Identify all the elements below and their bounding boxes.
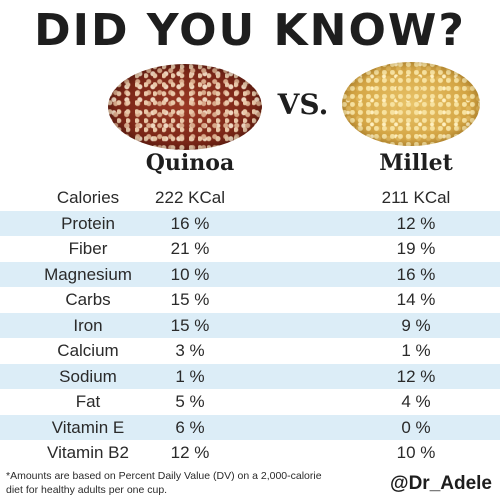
quinoa-value: 10 % <box>170 264 210 284</box>
quinoa-value: 21 % <box>170 239 210 258</box>
author-handle: @Dr_Adele <box>390 473 492 494</box>
millet-column-header: Millet <box>379 150 453 176</box>
millet-value: 12 % <box>396 213 436 233</box>
nutrient-name: Iron <box>73 315 103 335</box>
millet-value: 9 % <box>401 315 431 335</box>
table-row: Fat 5 % 4 % <box>0 389 500 415</box>
headline: DID YOU KNOW? <box>34 5 466 56</box>
quinoa-value: 16 % <box>170 213 210 233</box>
nutrient-name: Vitamin E <box>51 417 125 437</box>
millet-value: 0 % <box>401 417 431 437</box>
table-row: Calcium 3 % 1 % <box>0 338 500 364</box>
table-row: Protein 16 % 12 % <box>0 210 500 236</box>
quinoa-image <box>108 64 262 150</box>
table-row: Magnesium 10 % 16 % <box>0 261 500 287</box>
millet-value: 16 % <box>396 264 436 284</box>
table-row: Vitamin E 6 % 0 % <box>0 414 500 440</box>
millet-value: 10 % <box>396 443 436 462</box>
nutrient-name: Sodium <box>59 366 117 386</box>
footnote: *Amounts are based on Percent Daily Valu… <box>6 470 322 496</box>
quinoa-value: 5 % <box>175 392 205 411</box>
millet-value: 12 % <box>396 366 436 386</box>
table-row: Fiber 21 % 19 % <box>0 236 500 262</box>
nutrient-name: Carbs <box>65 290 111 309</box>
quinoa-value: 1 % <box>175 366 205 386</box>
millet-value: 1 % <box>401 341 431 360</box>
nutrient-name: Fiber <box>68 239 108 258</box>
nutrient-name: Calcium <box>57 341 119 360</box>
quinoa-value: 6 % <box>175 417 205 437</box>
nutrient-name: Fat <box>75 392 101 411</box>
nutrient-name: Protein <box>61 213 115 233</box>
vs-label: VS. <box>277 88 329 121</box>
quinoa-column-header: Quinoa <box>145 150 235 176</box>
nutrition-table: Calories 222 KCal 211 KCal Protein 16 % … <box>0 185 500 466</box>
table-row: Carbs 15 % 14 % <box>0 287 500 313</box>
millet-value: 14 % <box>396 290 436 309</box>
nutrient-name: Vitamin B2 <box>47 443 129 462</box>
table-row: Sodium 1 % 12 % <box>0 363 500 389</box>
millet-value: 4 % <box>401 392 431 411</box>
nutrient-name: Calories <box>56 188 120 207</box>
quinoa-value: 15 % <box>170 290 210 309</box>
millet-value: 211 KCal <box>381 188 451 207</box>
nutrient-name: Magnesium <box>44 264 132 284</box>
quinoa-value: 222 KCal <box>155 188 225 207</box>
millet-value: 19 % <box>396 239 436 258</box>
table-row: Vitamin B2 12 % 10 % <box>0 440 500 466</box>
table-row: Iron 15 % 9 % <box>0 312 500 338</box>
quinoa-value: 12 % <box>170 443 210 462</box>
table-row: Calories 222 KCal 211 KCal <box>0 185 500 211</box>
quinoa-value: 3 % <box>175 341 205 360</box>
millet-image <box>342 62 480 146</box>
quinoa-value: 15 % <box>170 315 210 335</box>
